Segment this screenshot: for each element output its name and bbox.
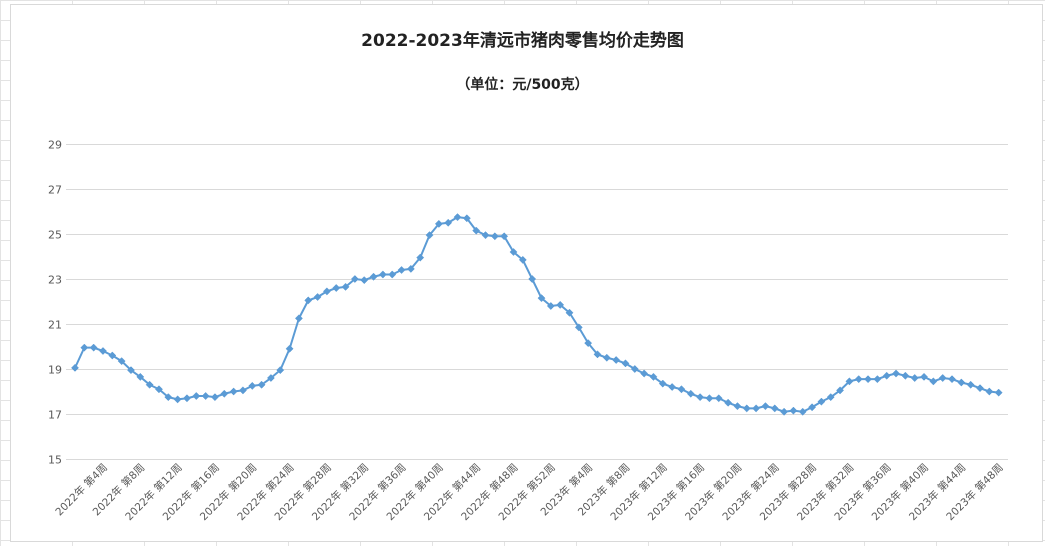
- data-point: [482, 232, 489, 239]
- data-point: [892, 370, 899, 377]
- data-point: [333, 284, 340, 291]
- data-point: [902, 372, 909, 379]
- data-point: [239, 387, 246, 394]
- data-point: [743, 405, 750, 412]
- data-point: [669, 383, 676, 390]
- data-point: [295, 315, 302, 322]
- data-point: [202, 392, 209, 399]
- data-point: [883, 372, 890, 379]
- data-point: [986, 388, 993, 395]
- data-point: [939, 374, 946, 381]
- y-tick-label: 21: [48, 319, 62, 332]
- data-point: [911, 374, 918, 381]
- data-point: [752, 405, 759, 412]
- data-point: [361, 277, 368, 284]
- data-point: [976, 385, 983, 392]
- data-point: [183, 395, 190, 402]
- data-point: [389, 271, 396, 278]
- data-point: [930, 378, 937, 385]
- data-point: [874, 376, 881, 383]
- data-point: [193, 392, 200, 399]
- data-point: [725, 399, 732, 406]
- series-line: [75, 217, 999, 412]
- data-point: [948, 376, 955, 383]
- data-point: [398, 266, 405, 273]
- data-point: [230, 388, 237, 395]
- data-point: [958, 379, 965, 386]
- data-point: [99, 347, 106, 354]
- y-tick-label: 27: [48, 184, 62, 197]
- y-tick-label: 29: [48, 139, 62, 152]
- data-point: [286, 345, 293, 352]
- y-tick-label: 25: [48, 229, 62, 242]
- data-point: [529, 275, 536, 282]
- data-point: [81, 344, 88, 351]
- y-tick-label: 19: [48, 364, 62, 377]
- data-point: [697, 394, 704, 401]
- data-point: [734, 403, 741, 410]
- data-point: [855, 376, 862, 383]
- data-point: [762, 403, 769, 410]
- data-point: [174, 396, 181, 403]
- data-point: [603, 354, 610, 361]
- data-point: [211, 394, 218, 401]
- data-point: [715, 395, 722, 402]
- y-tick-label: 15: [48, 454, 62, 467]
- data-point: [967, 381, 974, 388]
- data-point: [613, 356, 620, 363]
- y-tick-label: 23: [48, 274, 62, 287]
- data-point: [71, 364, 78, 371]
- data-point: [305, 297, 312, 304]
- y-tick-label: 17: [48, 409, 62, 422]
- data-point: [379, 271, 386, 278]
- data-point: [491, 233, 498, 240]
- data-point: [706, 395, 713, 402]
- data-point: [90, 344, 97, 351]
- data-point: [678, 386, 685, 393]
- data-point: [771, 405, 778, 412]
- data-point: [641, 370, 648, 377]
- data-point: [687, 390, 694, 397]
- data-point: [249, 382, 256, 389]
- data-point: [790, 407, 797, 414]
- data-point: [221, 390, 228, 397]
- data-point: [920, 373, 927, 380]
- data-point: [995, 389, 1002, 396]
- data-point: [864, 376, 871, 383]
